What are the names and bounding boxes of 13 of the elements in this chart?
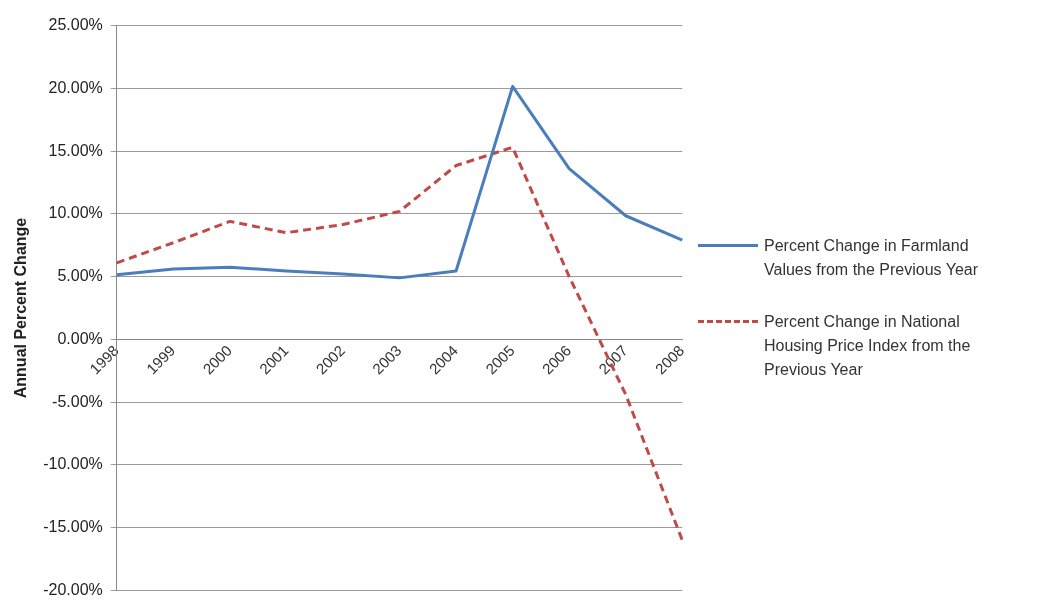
- y-tick-label: -15.00%: [43, 518, 103, 536]
- y-axis-title: Annual Percent Change: [12, 217, 30, 399]
- y-tick-label: 10.00%: [48, 204, 103, 222]
- legend-label: Percent Change in Farmland Values from the Previous Year: [764, 236, 980, 280]
- y-tick-label: 5.00%: [57, 267, 103, 285]
- y-tick-label: 20.00%: [48, 78, 103, 96]
- y-tick-label: -5.00%: [52, 392, 103, 410]
- y-tick-label: 15.00%: [48, 141, 103, 159]
- y-tick-label: -10.00%: [43, 455, 103, 473]
- y-tick-label: 0.00%: [57, 329, 103, 347]
- legend-label: Percent Change in National Housing Price Index from the Previous Year: [764, 312, 972, 380]
- y-tick-label: 25.00%: [48, 16, 103, 34]
- y-tick-label: -20.00%: [43, 580, 103, 598]
